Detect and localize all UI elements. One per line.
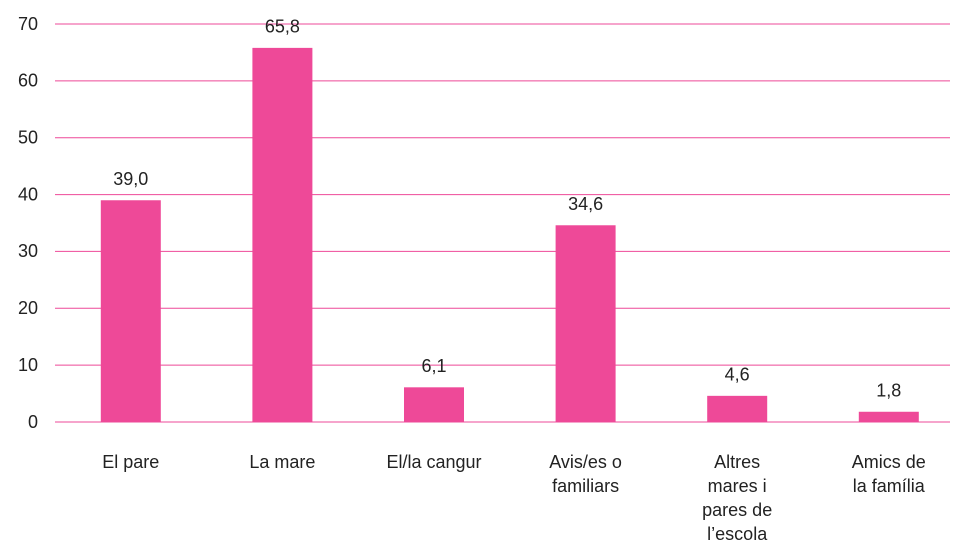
y-tick-label: 20 bbox=[18, 298, 38, 318]
y-tick-label: 30 bbox=[18, 241, 38, 261]
y-tick-label: 0 bbox=[28, 412, 38, 432]
bar bbox=[404, 387, 464, 422]
bar bbox=[707, 395, 768, 422]
x-tick-label: El/la cangur bbox=[386, 452, 482, 472]
x-tick-label: Amics de la família bbox=[851, 452, 926, 496]
y-tick-label: 60 bbox=[18, 71, 38, 91]
y-tick-label: 10 bbox=[18, 355, 38, 375]
value-label: 65,8 bbox=[265, 17, 300, 37]
y-tick-label: 70 bbox=[18, 14, 38, 34]
y-tick-label: 50 bbox=[18, 127, 38, 147]
value-label: 6,1 bbox=[421, 356, 446, 376]
value-label: 1,8 bbox=[876, 381, 901, 401]
x-tick-label: Avis/es o familiars bbox=[549, 452, 622, 496]
value-label: 34,6 bbox=[568, 194, 603, 214]
value-label: 4,6 bbox=[725, 365, 750, 385]
value-label: 39,0 bbox=[113, 169, 148, 189]
x-tick-label: Altres mares i pares de l’escola bbox=[702, 452, 773, 544]
x-tick-label: La mare bbox=[249, 452, 316, 472]
bar bbox=[555, 225, 616, 422]
x-tick-label: El pare bbox=[102, 452, 160, 472]
bar bbox=[252, 47, 313, 422]
bar bbox=[858, 411, 919, 422]
y-tick-label: 40 bbox=[18, 184, 38, 204]
bar bbox=[100, 200, 161, 422]
